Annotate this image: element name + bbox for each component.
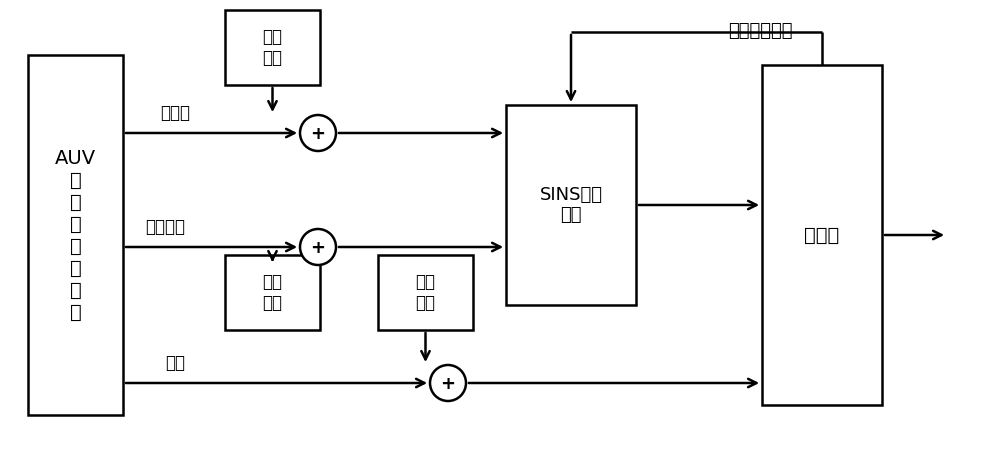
Text: +: + bbox=[440, 375, 456, 393]
Text: +: + bbox=[310, 125, 326, 143]
Text: 加表
误差: 加表 误差 bbox=[262, 273, 283, 312]
Text: AUV
运
动
轨
迹
发
生
器: AUV 运 动 轨 迹 发 生 器 bbox=[55, 149, 96, 322]
Bar bbox=[28, 55, 123, 415]
Text: 陀螺
误差: 陀螺 误差 bbox=[262, 28, 283, 67]
Text: 速度
噪声: 速度 噪声 bbox=[416, 273, 436, 312]
Text: 滤波器: 滤波器 bbox=[804, 226, 840, 245]
Bar bbox=[225, 10, 320, 85]
Circle shape bbox=[300, 115, 336, 151]
Bar bbox=[378, 255, 473, 330]
Text: 速度: 速度 bbox=[165, 354, 185, 372]
Bar bbox=[506, 105, 636, 305]
Text: +: + bbox=[310, 239, 326, 257]
Text: 加速度计: 加速度计 bbox=[145, 218, 185, 236]
Bar bbox=[225, 255, 320, 330]
Text: 状态反馈校正: 状态反馈校正 bbox=[728, 22, 792, 40]
Text: SINS导航
解算: SINS导航 解算 bbox=[540, 185, 602, 224]
Circle shape bbox=[430, 365, 466, 401]
Bar bbox=[762, 65, 882, 405]
Text: 陀螺仪: 陀螺仪 bbox=[160, 104, 190, 122]
Circle shape bbox=[300, 229, 336, 265]
